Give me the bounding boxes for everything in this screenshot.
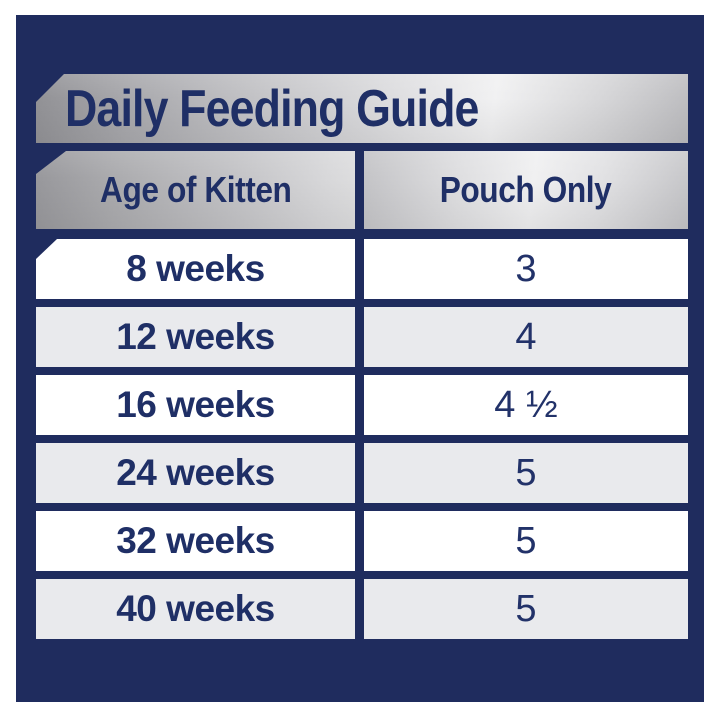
age-cell: 24 weeks [36, 443, 355, 503]
table-row: 12 weeks 4 [36, 307, 688, 367]
pouch-value: 5 [515, 587, 537, 630]
title-bar: Daily Feeding Guide [36, 74, 688, 143]
table-body: 8 weeks 3 12 weeks 4 16 weeks 4 ½ 2 [36, 239, 688, 647]
age-label: 32 weeks [116, 520, 275, 561]
table-row: 40 weeks 5 [36, 579, 688, 639]
pouch-value: 3 [515, 247, 537, 290]
table-row: 32 weeks 5 [36, 511, 688, 571]
pouch-cell: 4 [364, 307, 688, 367]
pouch-cell: 4 ½ [364, 375, 688, 435]
page-title: Daily Feeding Guide [65, 79, 479, 138]
column-header-age: Age of Kitten [36, 151, 355, 229]
column-header-pouch-label: Pouch Only [440, 169, 612, 210]
age-label: 24 weeks [116, 452, 275, 493]
pouch-cell: 5 [364, 443, 688, 503]
pouch-value: 4 ½ [494, 383, 558, 426]
age-label: 40 weeks [116, 588, 275, 629]
table-row: 8 weeks 3 [36, 239, 688, 299]
age-cell: 8 weeks [36, 239, 355, 299]
table-header-row: Age of Kitten Pouch Only [36, 151, 688, 229]
pouch-value: 4 [515, 315, 537, 358]
pouch-cell: 3 [364, 239, 688, 299]
pouch-value: 5 [515, 519, 537, 562]
pouch-cell: 5 [364, 579, 688, 639]
feeding-guide-panel: Daily Feeding Guide Age of Kitten Pouch … [16, 15, 704, 702]
age-label: 16 weeks [116, 384, 275, 425]
age-cell: 32 weeks [36, 511, 355, 571]
pouch-cell: 5 [364, 511, 688, 571]
table-row: 16 weeks 4 ½ [36, 375, 688, 435]
column-header-pouch: Pouch Only [364, 151, 688, 229]
age-cell: 12 weeks [36, 307, 355, 367]
age-label: 8 weeks [126, 248, 265, 289]
age-cell: 40 weeks [36, 579, 355, 639]
table-row: 24 weeks 5 [36, 443, 688, 503]
age-label: 12 weeks [116, 316, 275, 357]
pouch-value: 5 [515, 451, 537, 494]
age-cell: 16 weeks [36, 375, 355, 435]
column-header-age-label: Age of Kitten [99, 169, 292, 210]
